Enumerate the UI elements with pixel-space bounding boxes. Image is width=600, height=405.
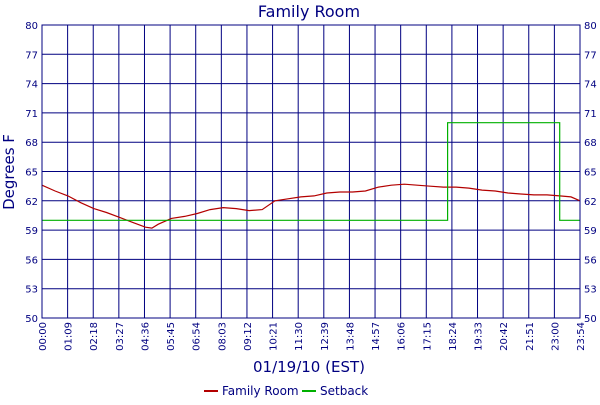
y-tick-label-left: 53 (25, 285, 38, 296)
y-tick-label-left: 50 (25, 314, 38, 325)
y-tick-label-left: 59 (25, 226, 38, 237)
x-tick-label: 18:24 (448, 322, 459, 351)
y-tick-label-left: 68 (25, 138, 38, 149)
series-line-setback (42, 122, 580, 221)
y-tick-label-right: 80 (584, 21, 597, 32)
y-tick-label-left: 77 (25, 50, 38, 61)
x-tick-label: 10:21 (269, 322, 280, 351)
series-lines (41, 24, 581, 319)
x-tick-label: 17:15 (422, 322, 433, 351)
y-tick-label-right: 71 (584, 109, 597, 120)
y-tick-labels-right: 50 53 56 59 62 65 68 71 74 77 80 (584, 21, 597, 325)
plot-border (41, 24, 581, 319)
x-tick-label: 06:54 (192, 322, 203, 351)
x-tick-label: 01:09 (64, 322, 75, 351)
x-tick-label: 16:06 (397, 322, 408, 351)
y-tick-label-right: 62 (584, 197, 597, 208)
x-tick-label: 13:48 (345, 322, 356, 351)
x-tick-label: 02:18 (89, 322, 100, 351)
x-tick-label: 21:51 (525, 322, 536, 351)
y-tick-label-right: 50 (584, 314, 597, 325)
x-tick-label: 23:00 (550, 322, 561, 351)
y-tick-label-right: 74 (584, 80, 597, 91)
y-tick-label-right: 77 (584, 50, 597, 61)
x-tick-labels: 00:00 01:09 02:18 03:27 04:36 05:45 06:54 08:03… (38, 322, 587, 351)
chart-title: Family Room (258, 2, 360, 21)
y-tick-label-left: 65 (25, 168, 38, 179)
x-tick-label: 04:36 (140, 322, 151, 351)
y-tick-label-right: 65 (584, 168, 597, 179)
legend-label-setback: Setback (320, 384, 368, 398)
y-tick-label-right: 56 (584, 255, 597, 266)
y-tick-label-left: 80 (25, 21, 38, 32)
y-tick-labels-left: 50 53 56 59 62 65 68 71 74 77 80 (25, 21, 38, 325)
x-tick-label: 11:30 (294, 322, 305, 351)
x-tick-label: 08:03 (217, 322, 228, 351)
y-axis-label: Degrees F (0, 134, 18, 210)
y-tick-label-right: 59 (584, 226, 597, 237)
y-tick-label-right: 68 (584, 138, 597, 149)
x-tick-label: 20:42 (499, 322, 510, 351)
series-line-family-room (41, 183, 581, 229)
y-tick-label-left: 71 (25, 109, 38, 120)
x-axis-label: 01/19/10 (EST) (253, 358, 365, 376)
x-tick-label: 19:33 (474, 322, 485, 351)
y-tick-label-left: 74 (25, 80, 38, 91)
y-tick-label-left: 56 (25, 255, 38, 266)
x-tick-label: 00:00 (38, 322, 49, 351)
y-tick-label-right: 53 (584, 285, 597, 296)
legend: Family Room Setback (204, 384, 368, 398)
x-tick-label: 05:45 (166, 322, 177, 351)
x-tick-label: 03:27 (115, 322, 126, 351)
x-tick-label: 23:54 (576, 322, 587, 351)
y-tick-label-left: 62 (25, 197, 38, 208)
x-tick-label: 12:39 (320, 322, 331, 351)
legend-label-family-room: Family Room (222, 384, 299, 398)
x-tick-label: 09:12 (243, 322, 254, 351)
x-tick-label: 14:57 (371, 322, 382, 351)
